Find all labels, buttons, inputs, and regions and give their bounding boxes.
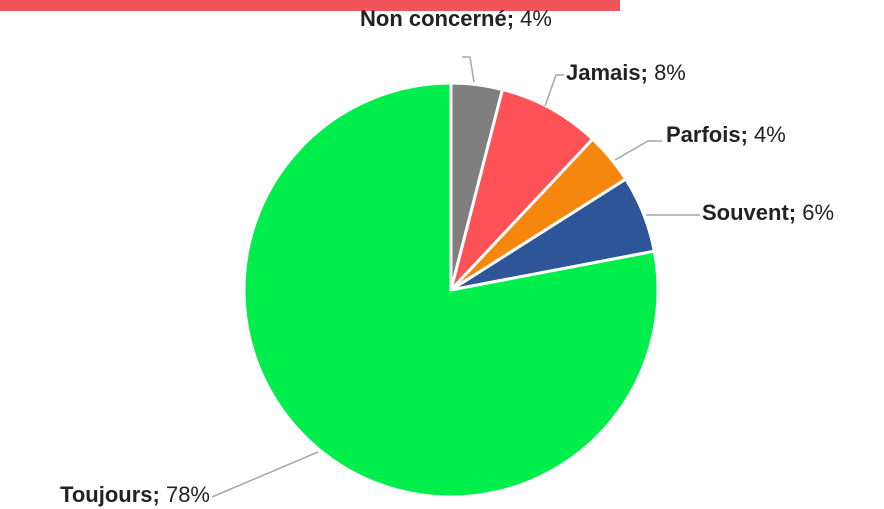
data-label-value: 4% xyxy=(748,122,786,147)
data-label-value: 78% xyxy=(160,482,210,507)
data-label: Toujours; 78% xyxy=(60,482,210,507)
leader-line xyxy=(462,56,475,83)
data-label: Jamais; 8% xyxy=(566,60,686,85)
pie-slice-jamais xyxy=(449,88,595,292)
data-label: Non concerné; 4% xyxy=(360,6,552,31)
data-label-category: Souvent; xyxy=(702,200,796,225)
data-label-category: Toujours; xyxy=(60,482,160,507)
data-label-value: 8% xyxy=(648,60,686,85)
data-label: Souvent; 6% xyxy=(702,200,834,225)
data-label: Parfois; 4% xyxy=(666,122,786,147)
pie-slices xyxy=(242,81,660,499)
data-labels: Non concerné; 4% Jamais; 8% Parfois; 4% Sou… xyxy=(60,6,834,507)
leader-line xyxy=(211,451,319,498)
data-label-category: Jamais; xyxy=(566,60,648,85)
leader-line xyxy=(614,140,662,161)
data-label-value: 4% xyxy=(514,6,552,31)
data-label-value: 6% xyxy=(796,200,834,225)
leader-line xyxy=(544,74,564,107)
data-label-category: Parfois; xyxy=(666,122,748,147)
data-label-category: Non concerné; xyxy=(360,6,514,31)
leader-lines xyxy=(211,56,700,498)
header-accent-bar xyxy=(0,0,620,11)
pie-slice-toujours xyxy=(242,81,660,499)
